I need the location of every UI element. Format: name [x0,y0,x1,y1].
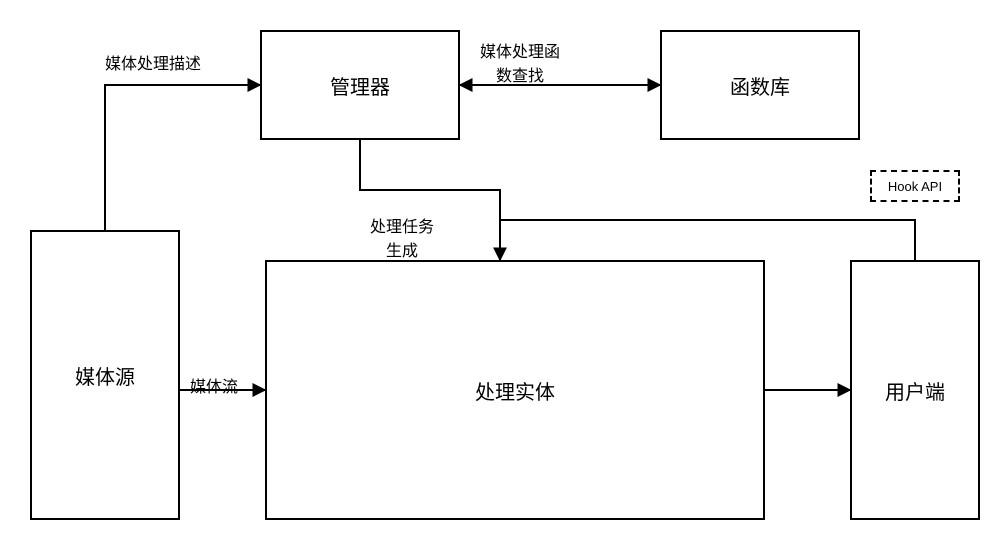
node-label: Hook API [888,179,942,194]
node-label: 用户端 [885,376,945,405]
node-manager: 管理器 [260,30,460,140]
node-label: 管理器 [330,71,390,100]
edge-label-media-stream: 媒体流 [190,355,238,397]
node-hook-api: Hook API [870,170,960,202]
node-label: 函数库 [730,71,790,100]
node-client: 用户端 [850,260,980,520]
node-function-library: 函数库 [660,30,860,140]
edge-label-processing-task-generation: 处理任务 生成 [370,195,434,261]
node-label: 媒体源 [75,361,135,390]
edge-label-media-processing-description: 媒体处理描述 [105,32,201,74]
node-label: 处理实体 [475,376,555,405]
edge-source-to-manager [105,85,260,230]
node-media-source: 媒体源 [30,230,180,520]
edge-label-media-processing-function-lookup: 媒体处理函 数查找 [480,20,560,86]
diagram-canvas: 媒体源 管理器 函数库 处理实体 用户端 Hook API 媒体处理描述 媒体处… [0,0,1000,555]
node-processing-entity: 处理实体 [265,260,765,520]
edge-client-to-entity [500,220,915,260]
